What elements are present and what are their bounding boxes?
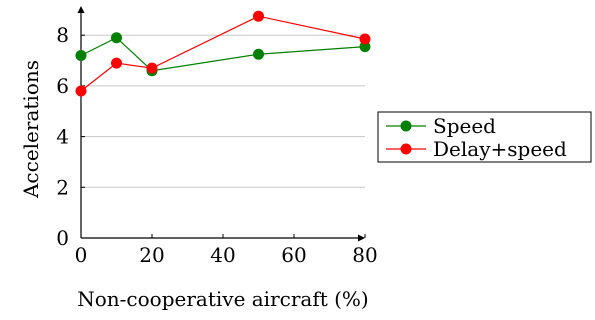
x-tick-label-2: 40 <box>210 243 235 267</box>
data-point-1-0 <box>75 85 87 97</box>
legend-marker-0 <box>400 120 412 132</box>
x-axis-arrow <box>358 234 365 242</box>
data-point-1-2 <box>146 62 158 74</box>
x-axis-label: Non-cooperative aircraft (%) <box>77 287 368 311</box>
y-axis-label: Accelerations <box>19 60 43 199</box>
legend-marker-1 <box>400 143 412 155</box>
series-1 <box>75 10 371 97</box>
x-tick-label-4: 80 <box>352 243 377 267</box>
y-tick-label-2: 4 <box>56 125 69 149</box>
ticks: 0 20 40 60 80 0 2 4 6 8 <box>56 23 377 267</box>
axes <box>77 6 365 242</box>
legend-label-0: Speed <box>433 114 496 138</box>
series <box>75 10 371 97</box>
legend-box <box>377 111 592 163</box>
grid-lines <box>81 34 365 188</box>
y-tick-label-4: 8 <box>56 23 69 47</box>
x-tick-label-0: 0 <box>75 243 88 267</box>
series-line-0 <box>80 37 366 72</box>
series-line-1 <box>80 15 366 92</box>
x-tick-label-1: 20 <box>139 243 164 267</box>
data-point-0-3 <box>253 48 264 60</box>
data-point-0-4 <box>359 41 371 53</box>
x-tick-label-3: 60 <box>281 243 306 267</box>
y-tick-label-0: 0 <box>56 226 69 250</box>
y-axis-arrow <box>77 6 85 13</box>
data-point-1-3 <box>253 10 264 22</box>
y-tick-label-1: 2 <box>56 175 69 199</box>
data-point-1-1 <box>111 57 122 69</box>
y-tick-label-3: 6 <box>56 74 69 98</box>
series-0 <box>75 32 371 77</box>
legend-label-1: Delay+speed <box>433 137 567 161</box>
data-point-0-0 <box>75 49 87 61</box>
data-point-0-1 <box>111 32 122 44</box>
data-point-1-4 <box>359 33 371 45</box>
